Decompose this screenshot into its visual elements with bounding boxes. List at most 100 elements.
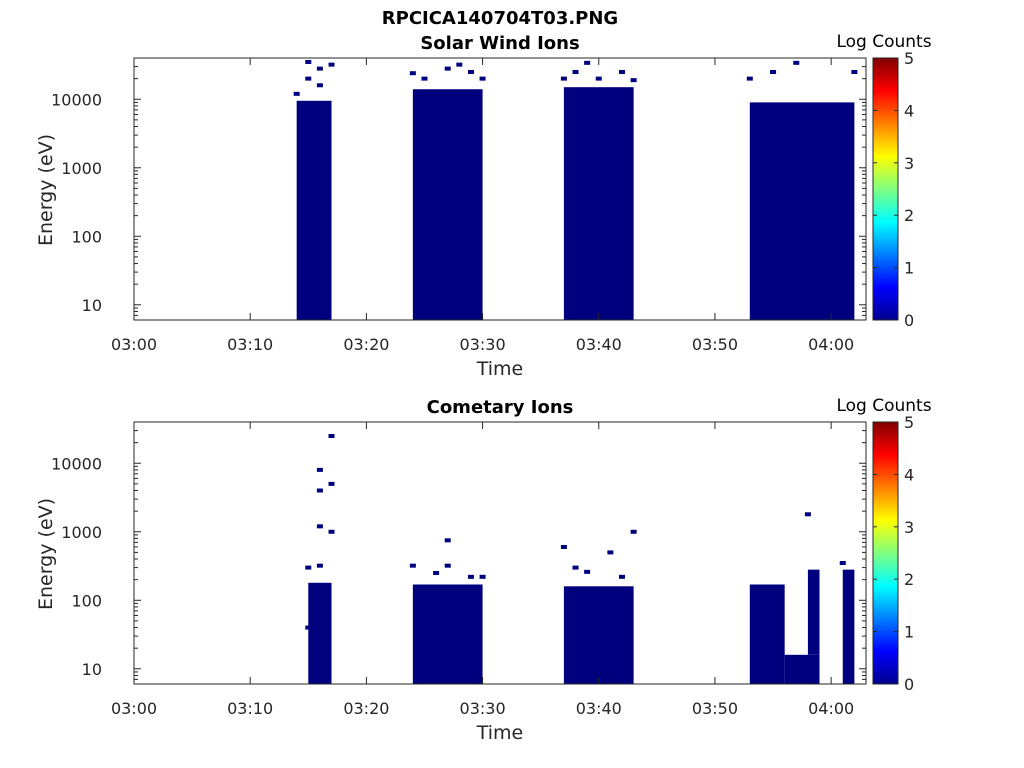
heatmap-cell xyxy=(630,529,637,534)
heatmap-cell xyxy=(607,550,614,555)
panel-solar-wind: Solar Wind Ions 03:00 03:10 03:20 03:30 03:4… xyxy=(35,32,932,380)
colorbar-tick-label: 4 xyxy=(904,101,914,120)
colorbar-title: Log Counts xyxy=(836,32,931,52)
heatmap-cell xyxy=(316,467,323,472)
heatmap-cell xyxy=(316,524,323,529)
x-tick-label: 03:40 xyxy=(576,335,622,354)
heatmap-block xyxy=(412,89,483,320)
heatmap-block xyxy=(296,100,332,320)
colorbar-tick-label: 5 xyxy=(904,413,914,432)
y-tick-label: 10000 xyxy=(51,90,102,109)
x-tick-label: 03:20 xyxy=(343,699,389,718)
heatmap-block xyxy=(563,87,634,320)
heatmap-block xyxy=(749,584,785,684)
colorbar-tick-label: 2 xyxy=(904,206,914,225)
x-tick-label: 03:00 xyxy=(111,335,157,354)
heatmap-cell xyxy=(560,76,567,81)
heatmap-cell xyxy=(328,481,335,486)
colorbar-title: Log Counts xyxy=(836,396,931,416)
heatmap-block xyxy=(842,569,855,684)
colorbar-tick-label: 1 xyxy=(904,259,914,278)
heatmap-cell xyxy=(851,69,858,74)
y-tick-label: 10 xyxy=(82,660,102,679)
panel-title: Solar Wind Ions xyxy=(420,33,579,54)
heatmap-cell xyxy=(479,574,486,579)
y-axis-label: Energy (eV) xyxy=(35,134,57,246)
panel-title: Cometary Ions xyxy=(427,397,574,418)
heatmap-cell xyxy=(328,529,335,534)
colorbar-tick-label: 1 xyxy=(904,623,914,642)
heatmap-cell xyxy=(793,60,800,65)
heatmap-block xyxy=(807,569,820,655)
colorbar-tick-label: 3 xyxy=(904,518,914,537)
x-tick-label: 03:10 xyxy=(227,335,273,354)
x-tick-label: 03:00 xyxy=(111,699,157,718)
y-tick-label: 1000 xyxy=(61,523,102,542)
heatmap-cell xyxy=(584,569,591,574)
heatmap-cell xyxy=(328,433,335,438)
heatmap-cell xyxy=(316,563,323,568)
heatmap-cell xyxy=(328,62,335,67)
y-axis-label: Energy (eV) xyxy=(35,498,57,610)
axes-frame xyxy=(133,57,867,321)
colorbar-tick-label: 3 xyxy=(904,154,914,173)
heatmap-block xyxy=(308,582,332,684)
heatmap-cell xyxy=(409,71,416,76)
heatmap-cell xyxy=(305,625,312,630)
heatmap-block xyxy=(563,586,634,684)
heatmap-cell xyxy=(444,66,451,71)
x-tick-label: 04:00 xyxy=(808,335,854,354)
heatmap-cell xyxy=(316,488,323,493)
colorbar-tick-label: 0 xyxy=(904,675,914,694)
heatmap-cell xyxy=(572,565,579,570)
heatmap-block xyxy=(412,584,483,684)
colorbar-gradient xyxy=(872,57,899,321)
y-tick-label: 100 xyxy=(71,227,102,246)
heatmap-cell xyxy=(746,76,753,81)
x-tick-label: 03:30 xyxy=(460,699,506,718)
heatmap-cell xyxy=(770,69,777,74)
heatmap-cell xyxy=(316,83,323,88)
y-tick-label: 1000 xyxy=(61,159,102,178)
heatmap-cell xyxy=(839,561,846,566)
heatmap-cell xyxy=(560,544,567,549)
heatmap-cell xyxy=(316,66,323,71)
colorbar-tick-label: 5 xyxy=(904,49,914,68)
heatmap-cell xyxy=(305,59,312,64)
x-tick-label: 03:50 xyxy=(692,699,738,718)
y-tick-label: 10 xyxy=(82,296,102,315)
heatmap-cell xyxy=(433,571,440,576)
colorbar: 0 1 2 3 4 5 xyxy=(872,413,914,694)
heatmap-block xyxy=(784,654,820,684)
heatmap-cell xyxy=(804,512,811,517)
y-tick-label: 10000 xyxy=(51,454,102,473)
heatmap-cell xyxy=(595,76,602,81)
x-axis-label: Time xyxy=(476,358,524,380)
x-tick-label: 04:00 xyxy=(808,699,854,718)
heatmap-cell xyxy=(444,538,451,543)
x-tick-label: 03:30 xyxy=(460,335,506,354)
heatmap-cell xyxy=(305,76,312,81)
colorbar-tick-label: 0 xyxy=(904,311,914,330)
colorbar-tick-label: 4 xyxy=(904,465,914,484)
plot-area: 03:00 03:10 03:20 03:30 03:40 03:50 04:00 10 100… xyxy=(51,57,867,354)
heatmap-cell xyxy=(456,62,463,67)
y-tick-label: 100 xyxy=(71,591,102,610)
heatmap-cell xyxy=(619,69,625,74)
heatmap-cell xyxy=(409,563,416,568)
x-tick-label: 03:40 xyxy=(576,699,622,718)
heatmap-block xyxy=(749,102,855,320)
heatmap-cell xyxy=(444,563,451,568)
colorbar: 0 1 2 3 4 5 xyxy=(872,49,914,330)
heatmap-cell xyxy=(572,69,579,74)
panel-cometary: Cometary Ions 03:00 03:10 03:20 03:30 03:40 0… xyxy=(35,396,932,744)
colorbar-tick-label: 2 xyxy=(904,570,914,589)
x-tick-label: 03:20 xyxy=(343,335,389,354)
x-tick-label: 03:10 xyxy=(227,699,273,718)
axes-frame xyxy=(133,421,867,685)
heatmap-cell xyxy=(467,69,474,74)
heatmap-cell xyxy=(630,78,637,83)
heatmap-cell xyxy=(305,565,312,570)
heatmap-cell xyxy=(619,574,625,579)
